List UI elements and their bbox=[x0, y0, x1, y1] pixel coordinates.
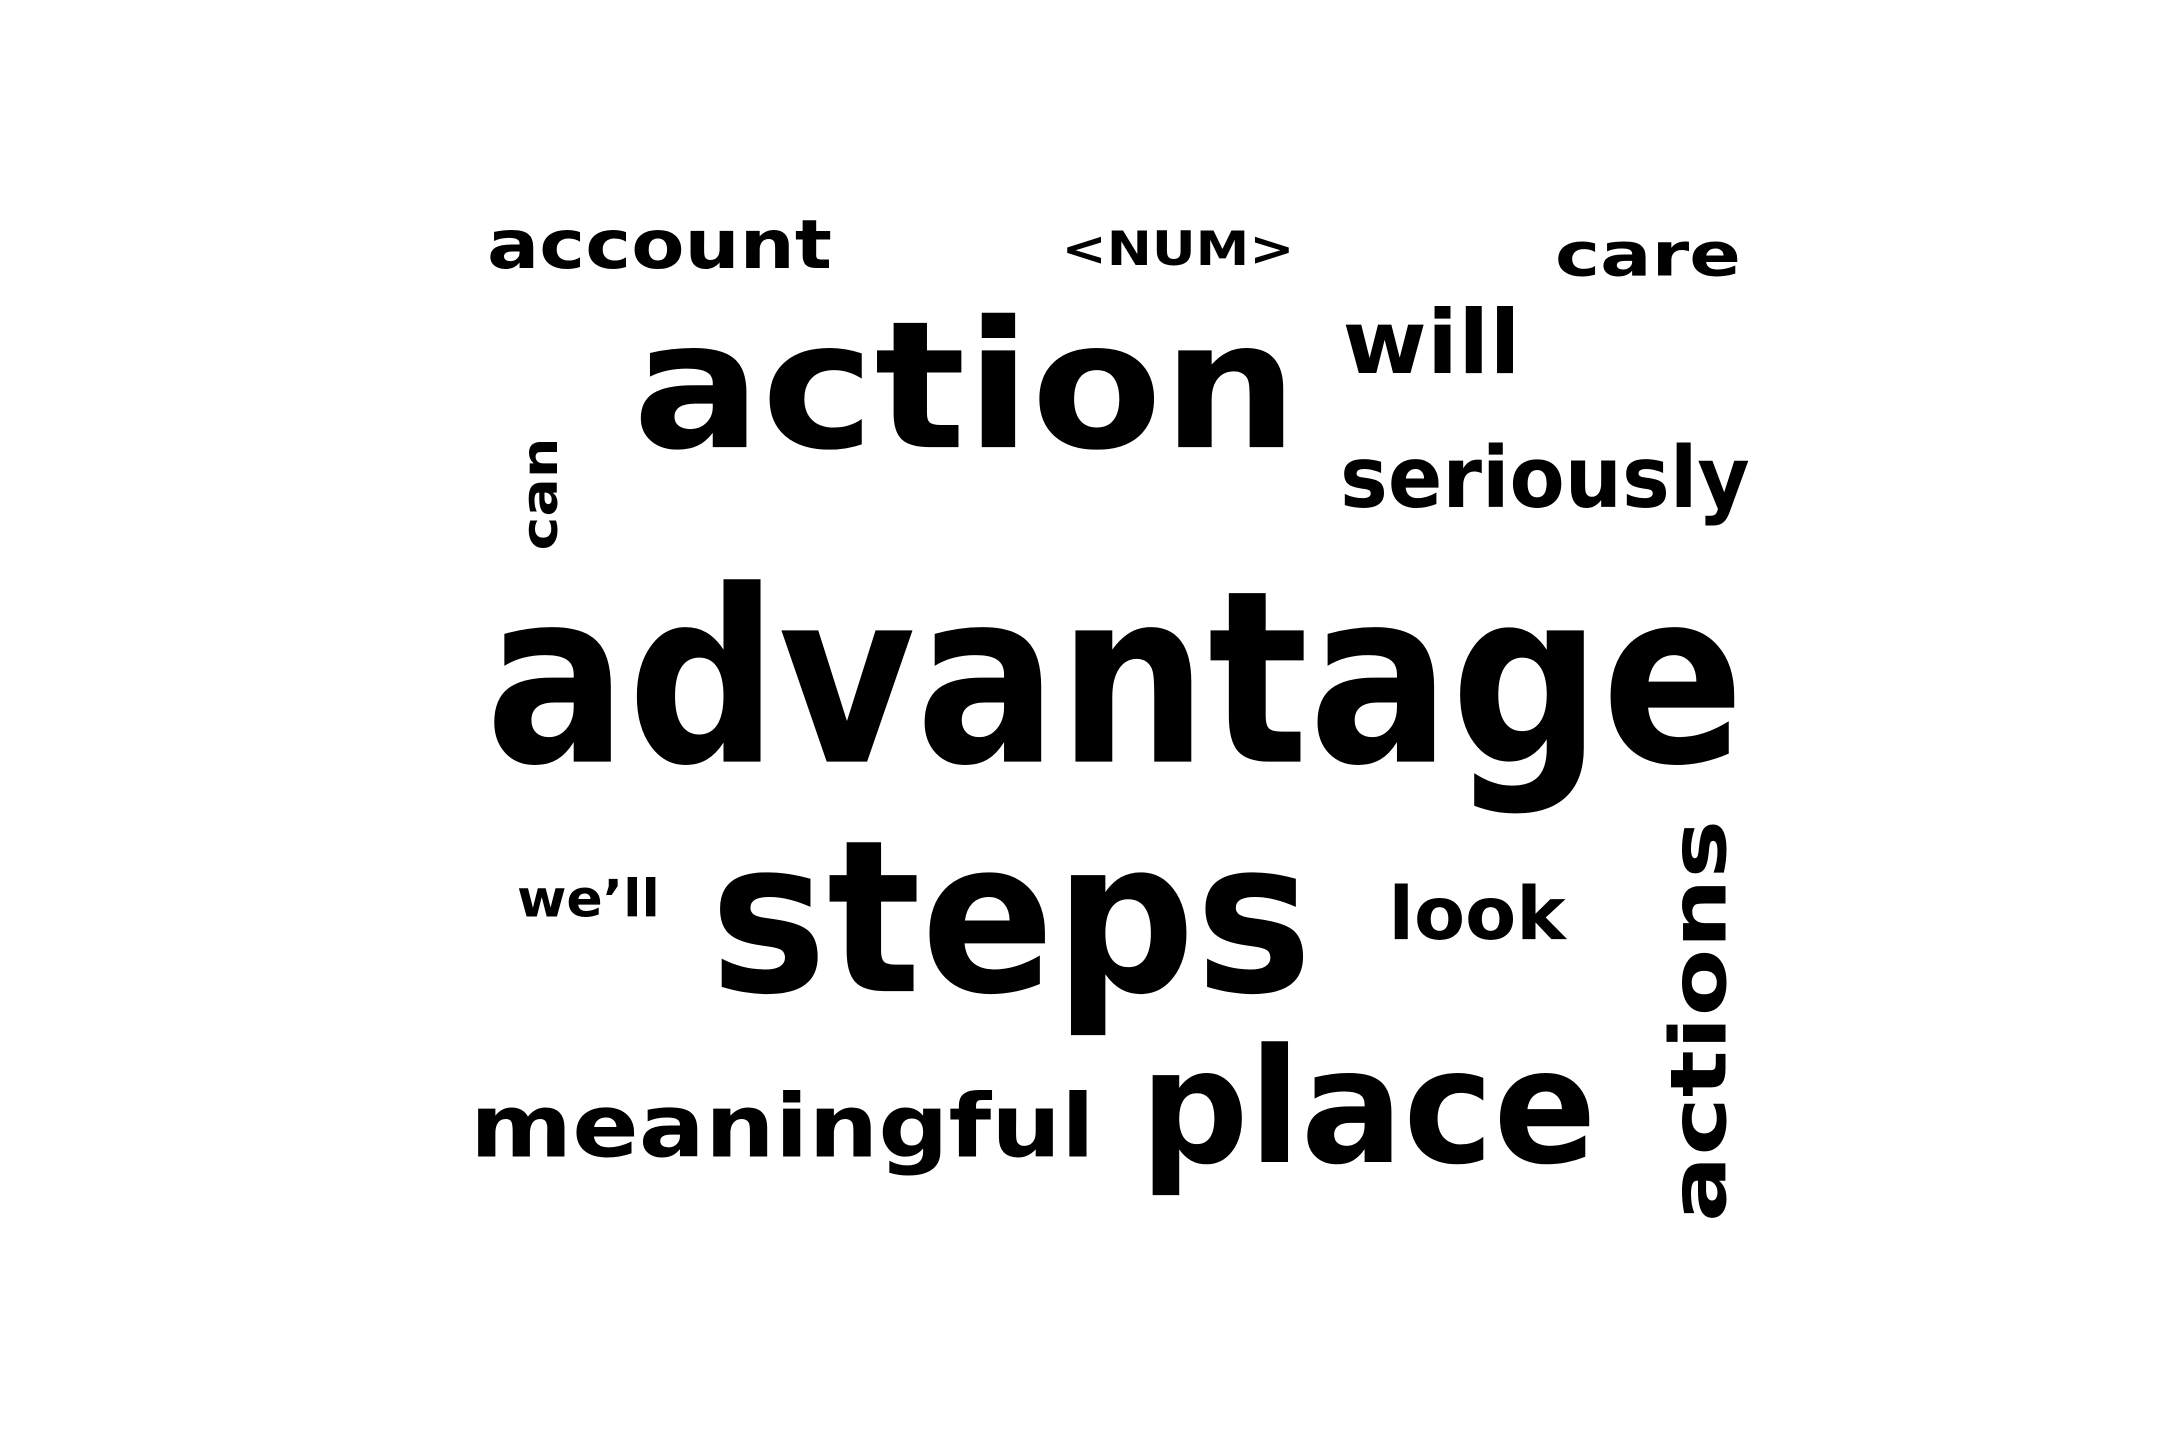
word-care: care bbox=[1554, 218, 1741, 290]
word-will: will bbox=[1342, 291, 1521, 395]
word-look: look bbox=[1388, 870, 1566, 956]
word-seriously: seriously bbox=[1339, 427, 1750, 527]
word-actions: actions bbox=[1653, 819, 1745, 1223]
word-can: can bbox=[510, 437, 569, 550]
word-num-token: <NUM> bbox=[1060, 220, 1294, 276]
word-action: action bbox=[632, 282, 1298, 490]
word-meaningful: meaningful bbox=[469, 1075, 1095, 1177]
word-place: place bbox=[1139, 1013, 1597, 1200]
word-advantage: advantage bbox=[485, 538, 1745, 820]
word-well: we’ll bbox=[516, 868, 660, 930]
word-steps: steps bbox=[709, 793, 1313, 1042]
word-account: account bbox=[486, 204, 832, 285]
